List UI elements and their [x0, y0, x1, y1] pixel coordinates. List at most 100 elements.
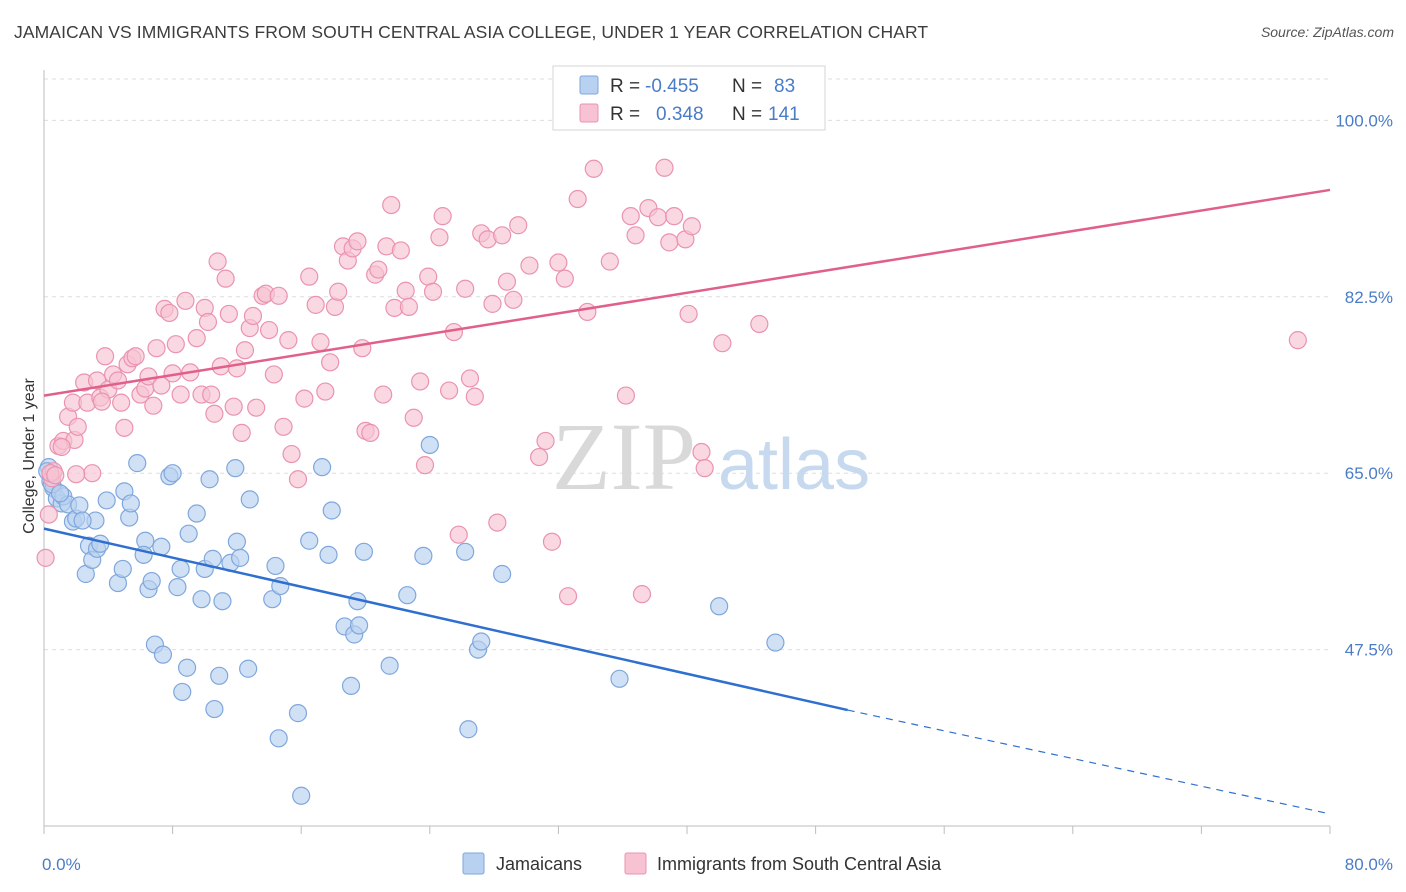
south-central-asia-point-34: [171, 385, 190, 404]
south-central-asia-point-111: [542, 532, 562, 551]
south-central-asia-point-99: [465, 387, 484, 406]
south-central-asia-point-115: [568, 189, 587, 209]
south-central-asia-point-15: [95, 347, 115, 366]
south-central-asia-point-125: [655, 158, 674, 177]
south-central-asia-point-130: [682, 217, 701, 236]
jamaicans-point-69: [414, 546, 433, 565]
south-central-asia-point-90: [419, 267, 438, 286]
south-central-asia-point-59: [274, 417, 293, 436]
south-central-asia-point-67: [316, 382, 335, 401]
south-central-asia-point-52: [243, 306, 263, 326]
south-central-asia-point-27: [144, 396, 163, 415]
south-central-asia-point-92: [430, 228, 449, 247]
jamaicans-point-74: [472, 632, 491, 651]
south-central-asia-point-120: [621, 207, 640, 226]
south-central-asia-point-46: [219, 304, 238, 324]
trend-line-jamaicans-extension: [847, 709, 1331, 815]
bottom-legend-label-south-central-asia: Immigrants from South Central Asia: [657, 854, 942, 874]
south-central-asia-point-33: [166, 335, 185, 354]
south-central-asia-point-69: [325, 297, 345, 316]
south-central-asia-point-116: [578, 302, 597, 322]
south-central-asia-point-91: [423, 282, 443, 301]
south-central-asia-point-129: [679, 304, 698, 324]
jamaicans-point-43: [210, 666, 229, 685]
south-central-asia-point-82: [382, 195, 401, 215]
jamaicans-point-36: [179, 524, 198, 543]
south-central-asia-point-136: [67, 465, 86, 484]
jamaicans-point-56: [292, 786, 311, 805]
south-central-asia-point-28: [147, 339, 166, 358]
jamaicans-point-47: [227, 532, 246, 551]
south-central-asia-point-58: [269, 286, 288, 305]
south-central-asia-point-134: [750, 314, 769, 334]
y-tick-label-2: 82.5%: [1345, 288, 1393, 307]
legend-n-value-2: 141: [768, 104, 800, 125]
south-central-asia-point-126: [660, 233, 679, 252]
legend-r-value-2: 0.348: [656, 104, 704, 125]
jamaicans-point-75: [493, 564, 512, 584]
south-central-asia-point-114: [558, 587, 578, 606]
south-central-asia-point-48: [227, 359, 246, 378]
jamaicans-point-67: [380, 656, 399, 675]
south-central-asia-point-23: [126, 347, 145, 366]
jamaicans-point-57: [300, 531, 319, 550]
watermark-atlas: atlas: [718, 425, 870, 505]
jamaicans-point-54: [269, 729, 288, 748]
south-central-asia-point-9: [68, 417, 87, 436]
jamaicans-point-62: [341, 676, 361, 695]
jamaicans-point-32: [168, 578, 187, 597]
south-central-asia-point-70: [329, 282, 348, 301]
south-central-asia-point-96: [449, 525, 468, 544]
jamaicans-point-78: [766, 633, 785, 652]
chart-title: JAMAICAN VS IMMIGRANTS FROM SOUTH CENTRA…: [14, 22, 929, 42]
south-central-asia-point-56: [259, 320, 279, 340]
south-central-asia-point-105: [497, 272, 517, 291]
x-tick-labels: 0.0% 80.0%: [42, 855, 1393, 874]
watermark: ZIP atlas: [552, 403, 870, 510]
axes: [43, 70, 1331, 834]
jamaicans-point-42: [205, 699, 224, 719]
south-central-asia-point-139: [52, 437, 71, 457]
south-central-asia-point-37: [187, 329, 206, 348]
jamaicans-point-35: [177, 658, 197, 677]
jamaicans-point-38: [192, 590, 211, 609]
south-central-asia-point-113: [555, 269, 574, 288]
y-tick-label-3: 100.0%: [1335, 111, 1393, 130]
south-central-asia-point-131: [692, 442, 711, 462]
legend-r-value-1: -0.455: [645, 76, 699, 97]
south-central-asia-point-43: [208, 252, 227, 271]
south-central-asia-point-49: [232, 423, 251, 442]
south-central-asia-point-94: [439, 381, 459, 400]
jamaicans-point-44: [213, 592, 232, 611]
south-central-asia-point-75: [353, 339, 372, 358]
legend-top: R = -0.455 N = 83 R = 0.348 N = 141: [552, 65, 826, 131]
south-central-asia-point-53: [247, 398, 266, 417]
jamaicans-point-58: [312, 458, 332, 477]
south-central-asia-point-88: [411, 372, 430, 391]
south-central-asia-point-109: [530, 447, 549, 467]
jamaicans-point-65: [349, 616, 369, 635]
south-central-asia-point-20: [115, 418, 134, 437]
jamaicans-point-81: [50, 484, 70, 503]
south-central-asia-point-57: [264, 365, 283, 384]
jamaicans-point-26: [142, 571, 161, 591]
south-central-asia-point-108: [520, 256, 539, 275]
jamaicans-point-70: [420, 435, 439, 455]
south-central-asia-point-19: [112, 393, 131, 412]
chart-source: Source: ZipAtlas.com: [1260, 24, 1394, 40]
jamaicans-point-46: [226, 459, 245, 478]
south-central-asia-point-110: [536, 431, 555, 451]
x-tick-label-1: 80.0%: [1345, 855, 1393, 874]
jamaicans-point-51: [263, 590, 282, 609]
south-central-asia-point-68: [321, 353, 340, 372]
south-central-asia-point-97: [456, 279, 475, 298]
jamaicans-point-37: [187, 504, 206, 523]
legend-bottom: Jamaicans Immigrants from South Central …: [462, 852, 942, 875]
legend-n-label-2: N =: [732, 104, 762, 125]
jamaicans-point-77: [710, 597, 729, 616]
legend-r-label-1: R =: [610, 76, 640, 97]
south-central-asia-point-60: [279, 331, 298, 350]
south-central-asia-point-40: [198, 312, 218, 332]
south-central-asia-point-66: [311, 333, 330, 352]
south-central-asia-point-61: [282, 444, 301, 464]
